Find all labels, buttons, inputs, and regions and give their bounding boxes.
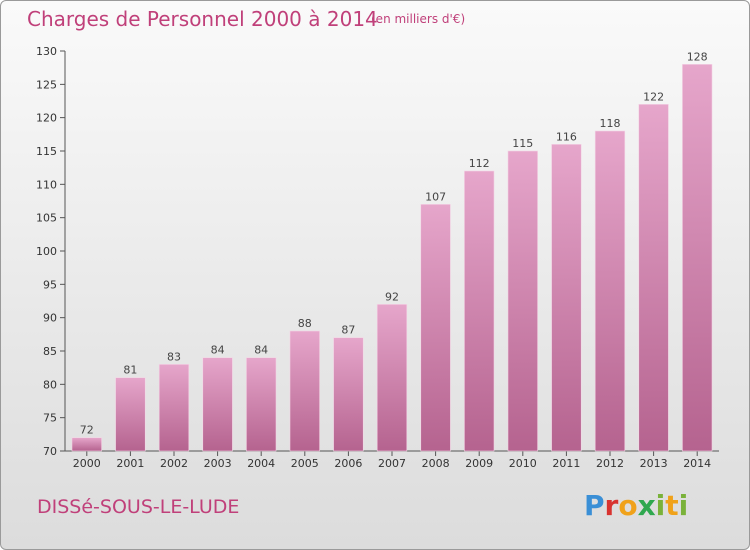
bar-2014 xyxy=(682,64,713,452)
commune-name: DISSé-SOUS-LE-LUDE xyxy=(37,496,240,518)
value-label-2011: 116 xyxy=(556,130,577,143)
value-label-2007: 92 xyxy=(385,290,399,303)
x-tick-label-2007: 2007 xyxy=(378,457,406,470)
x-tick-label-2002: 2002 xyxy=(160,457,188,470)
y-tick-label: 125 xyxy=(36,78,57,91)
x-tick-label-2009: 2009 xyxy=(465,457,493,470)
y-tick-label: 110 xyxy=(36,178,57,191)
y-tick-label: 90 xyxy=(43,312,57,325)
value-label-2001: 81 xyxy=(123,364,137,377)
bar-2013 xyxy=(638,104,669,452)
value-label-2002: 83 xyxy=(167,350,181,363)
x-tick-label-2004: 2004 xyxy=(247,457,275,470)
bar-2006 xyxy=(333,337,364,452)
value-label-2013: 122 xyxy=(643,90,664,103)
bar-2007 xyxy=(376,304,408,452)
value-label-2003: 84 xyxy=(211,344,225,357)
value-label-2012: 118 xyxy=(600,117,621,130)
x-tick-label-2008: 2008 xyxy=(422,457,450,470)
value-label-2008: 107 xyxy=(425,190,446,203)
bar-2012 xyxy=(594,130,626,452)
chart-title: Charges de Personnel 2000 à 2014 xyxy=(27,7,378,31)
bar-2008 xyxy=(420,204,451,452)
x-tick-label-2011: 2011 xyxy=(552,457,580,470)
bar-2010 xyxy=(507,150,538,452)
x-tick-label-2010: 2010 xyxy=(509,457,537,470)
chart-axes: 70 75 80 85 90 95 100 105 110 115 120 125 130 2000 200… xyxy=(36,45,719,470)
bar-2009 xyxy=(464,170,495,452)
bar-2005 xyxy=(289,330,320,452)
x-tick-label-2001: 2001 xyxy=(116,457,144,470)
bar-2003 xyxy=(202,357,233,452)
chart-bars: 72 81 83 84 84 88 87 92 107 112 115 116 118 122 128 xyxy=(71,50,713,452)
y-tick-label: 130 xyxy=(36,45,57,58)
y-tick-label: 115 xyxy=(36,145,57,158)
x-tick-label-2014: 2014 xyxy=(683,457,711,470)
y-tick-label: 70 xyxy=(43,445,57,458)
bar-2000 xyxy=(71,437,102,452)
y-tick-label: 80 xyxy=(43,378,57,391)
bar-2004 xyxy=(246,357,277,452)
bar-2011 xyxy=(551,144,582,452)
value-label-2014: 128 xyxy=(687,50,708,63)
y-tick-label: 100 xyxy=(36,245,57,258)
x-tick-label-2003: 2003 xyxy=(204,457,232,470)
y-tick-label: 75 xyxy=(43,412,57,425)
value-label-2006: 87 xyxy=(341,324,355,337)
value-label-2000: 72 xyxy=(80,424,94,437)
bar-2002 xyxy=(158,364,190,452)
y-tick-label: 95 xyxy=(43,278,57,291)
value-label-2004: 84 xyxy=(254,344,268,357)
y-tick-label: 105 xyxy=(36,212,57,225)
bar-2001 xyxy=(115,377,146,452)
value-label-2005: 88 xyxy=(298,317,312,330)
x-tick-label-2012: 2012 xyxy=(596,457,624,470)
chart-subtitle: (en milliers d'€) xyxy=(371,12,466,26)
x-tick-label-2005: 2005 xyxy=(291,457,319,470)
y-tick-label: 120 xyxy=(36,112,57,125)
value-label-2009: 112 xyxy=(469,157,490,170)
proxiti-logo: Proxiti xyxy=(584,489,689,522)
x-tick-label-2000: 2000 xyxy=(73,457,101,470)
y-tick-label: 85 xyxy=(43,345,57,358)
value-label-2010: 115 xyxy=(512,137,533,150)
x-tick-label-2006: 2006 xyxy=(334,457,362,470)
x-tick-label-2013: 2013 xyxy=(640,457,668,470)
